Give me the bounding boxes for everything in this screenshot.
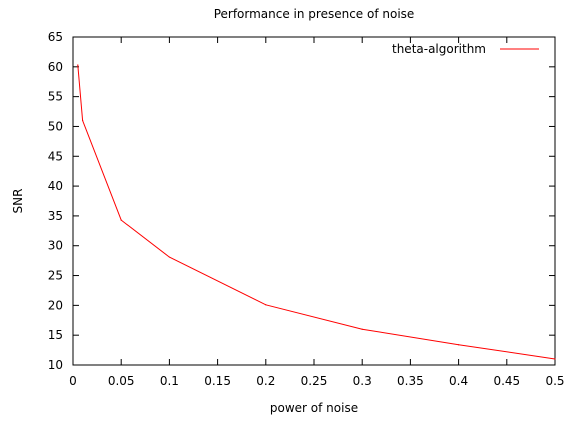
y-tick-label: 60 xyxy=(48,60,63,74)
x-tick-label: 0.25 xyxy=(301,374,328,388)
legend-label: theta-algorithm xyxy=(392,42,486,56)
x-axis-label: power of noise xyxy=(270,401,358,415)
y-tick-label: 40 xyxy=(48,179,63,193)
x-tick-label: 0.2 xyxy=(256,374,275,388)
chart-title: Performance in presence of noise xyxy=(214,7,415,21)
plot-frame xyxy=(72,36,556,366)
x-tick-label: 0.3 xyxy=(353,374,372,388)
y-tick-label: 35 xyxy=(48,209,63,223)
y-tick-label: 50 xyxy=(48,119,63,133)
y-tick-label: 65 xyxy=(48,30,63,44)
y-tick-label: 30 xyxy=(48,239,63,253)
x-tick-label: 0.05 xyxy=(108,374,135,388)
data-point xyxy=(120,219,122,221)
axes: 0 0.05 0.1 0.15 0.2 0.25 0.3 0.35 0.4 0.45 0.5 10 15… xyxy=(48,30,565,388)
data-point xyxy=(77,64,79,66)
data-point xyxy=(168,256,170,258)
x-tick-label: 0.4 xyxy=(449,374,468,388)
y-axis-label: SNR xyxy=(11,189,25,214)
series-lines xyxy=(77,64,556,360)
data-point xyxy=(554,358,556,360)
data-point xyxy=(458,344,460,346)
x-tick-label: 0.5 xyxy=(545,374,564,388)
data-point xyxy=(265,304,267,306)
x-tick-label: 0 xyxy=(69,374,77,388)
y-tick-label: 20 xyxy=(48,298,63,312)
x-tick-label: 0.45 xyxy=(493,374,520,388)
data-point xyxy=(82,119,84,122)
data-point xyxy=(361,328,363,330)
y-tick-label: 45 xyxy=(48,149,63,163)
y-tick-label: 10 xyxy=(48,358,63,372)
x-tick-label: 0.1 xyxy=(160,374,179,388)
legend: theta-algorithm xyxy=(392,42,539,56)
y-tick-label: 25 xyxy=(48,269,63,283)
x-tick-label: 0.35 xyxy=(397,374,424,388)
series-line-theta-algorithm xyxy=(77,64,556,360)
y-tick-label: 55 xyxy=(48,90,63,104)
x-tick-label: 0.15 xyxy=(204,374,231,388)
y-tick-label: 15 xyxy=(48,328,63,342)
